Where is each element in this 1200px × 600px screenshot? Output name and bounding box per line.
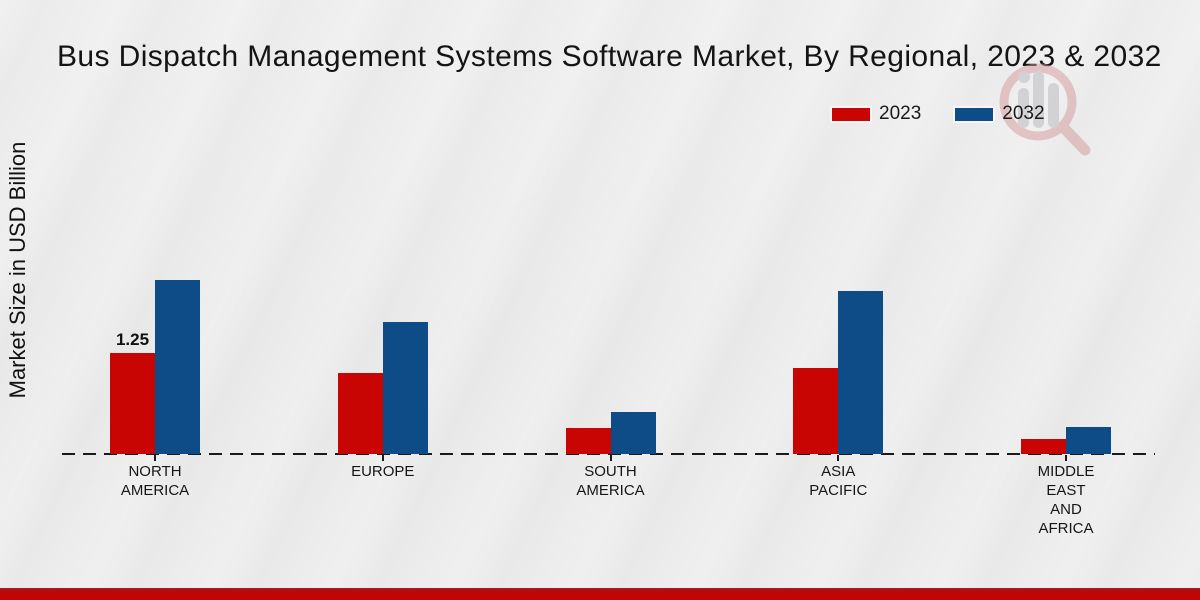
axis-tick-north-america: [154, 455, 156, 461]
value-label-2023-north-america: 1.25: [115, 330, 150, 349]
footer-accent-bar: [0, 588, 1200, 600]
bar-2023-europe: [337, 373, 383, 454]
bar-2032-south-america: [610, 412, 656, 454]
bar-2032-europe: [382, 322, 428, 454]
category-label-north-america: NORTH AMERICA: [120, 463, 190, 499]
legend-label-2023: 2023: [879, 103, 922, 124]
category-label-asia-pacific: ASIA PACIFIC: [809, 463, 868, 499]
bar-2023-south-america: [565, 428, 611, 454]
legend-label-2032: 2032: [1002, 103, 1045, 124]
bar-2023-asia-pacific: [793, 368, 839, 454]
category-label-south-america: SOUTH AMERICA: [576, 463, 645, 499]
bar-2032-middle-east-and-africa: [1066, 427, 1111, 454]
bar-2032-north-america: [155, 280, 200, 454]
legend: 2023 2032: [832, 103, 1045, 125]
brand-watermark-logo: [999, 63, 1091, 156]
bar-2032-asia-pacific: [838, 291, 884, 454]
category-label-europe: EUROPE: [351, 463, 415, 480]
category-label-middle-east-and-africa: MIDDLE EAST AND AFRICA: [1037, 463, 1095, 537]
chart-title: Bus Dispatch Management Systems Software…: [57, 40, 1162, 73]
y-axis-label: Market Size in USD Billion: [5, 141, 30, 399]
legend-item-2023: 2023: [832, 103, 921, 125]
axis-tick-europe: [381, 455, 384, 461]
legend-swatch-2023: [832, 107, 870, 121]
legend-swatch-2032: [955, 107, 994, 121]
legend-item-2032: 2032: [955, 103, 1045, 125]
bar-2023-north-america: [110, 353, 155, 454]
axis-tick-south-america: [609, 455, 612, 461]
axis-tick-asia-pacific: [837, 455, 840, 461]
axis-tick-middle-east-and-africa: [1065, 455, 1067, 461]
bar-2023-middle-east-and-africa: [1021, 439, 1066, 454]
